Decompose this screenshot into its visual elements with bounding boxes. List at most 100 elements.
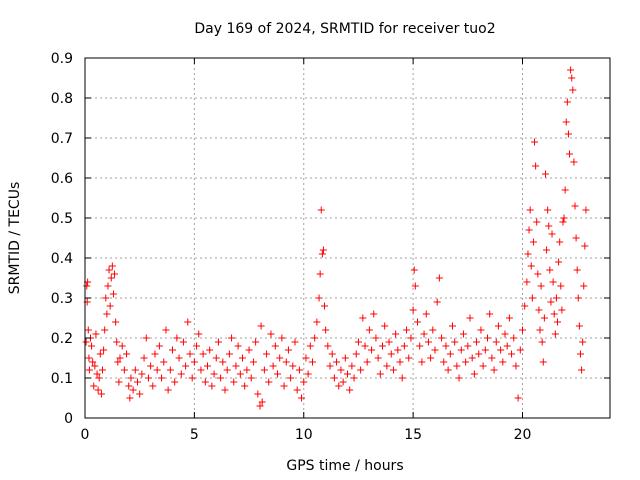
- data-point: [453, 362, 461, 370]
- data-point: [549, 278, 557, 286]
- data-point: [477, 326, 485, 334]
- data-point: [473, 338, 481, 346]
- data-point: [527, 262, 535, 270]
- x-tick-label: 20: [514, 427, 532, 443]
- data-point: [295, 366, 303, 374]
- y-axis-label: SRMTID / TECUs: [7, 182, 23, 295]
- data-point: [300, 378, 308, 386]
- data-point: [120, 366, 128, 374]
- data-point: [212, 354, 220, 362]
- data-point: [438, 334, 446, 342]
- data-point: [348, 362, 356, 370]
- plot-frame: [84, 57, 611, 419]
- data-point: [422, 310, 430, 318]
- data-point: [341, 354, 349, 362]
- data-point: [578, 366, 586, 374]
- data-point: [389, 366, 397, 374]
- data-point: [379, 342, 386, 350]
- data-point: [418, 358, 426, 366]
- axis-ticks: 0 5 10 15 20 0 0.1 0.2 0.3 0.4 0.5 0.6 0.7 0.8 0.9: [51, 51, 610, 443]
- data-point: [162, 326, 170, 334]
- data-point: [318, 250, 326, 258]
- data-point: [525, 226, 533, 234]
- data-point: [558, 306, 566, 314]
- data-point: [267, 330, 275, 338]
- data-point: [271, 342, 279, 350]
- data-point: [433, 298, 441, 306]
- data-point: [470, 370, 478, 378]
- data-point: [254, 390, 262, 398]
- data-point: [311, 334, 319, 342]
- data-point: [234, 342, 242, 350]
- data-point: [573, 266, 581, 274]
- data-point: [449, 322, 456, 330]
- data-point: [214, 338, 222, 346]
- data-points: [82, 66, 590, 410]
- data-point: [219, 358, 227, 366]
- data-point: [537, 282, 545, 290]
- data-point: [108, 262, 116, 270]
- data-point: [523, 278, 531, 286]
- data-point: [396, 358, 404, 366]
- data-point: [546, 266, 554, 274]
- data-point: [579, 338, 587, 346]
- data-point: [572, 234, 580, 242]
- data-point: [287, 374, 295, 382]
- data-point: [521, 302, 529, 310]
- data-point: [149, 382, 157, 390]
- data-point: [136, 390, 144, 398]
- x-tick-label: 5: [190, 427, 199, 443]
- data-point: [228, 334, 236, 342]
- data-point: [575, 322, 583, 330]
- data-point: [85, 354, 93, 362]
- data-point: [293, 386, 301, 394]
- x-tick-label: 15: [404, 427, 422, 443]
- data-point: [206, 346, 214, 354]
- data-point: [420, 330, 428, 338]
- data-point: [363, 358, 371, 366]
- data-point: [195, 330, 203, 338]
- data-point: [561, 186, 569, 194]
- data-point: [512, 362, 520, 370]
- data-point: [90, 382, 98, 390]
- data-point: [368, 346, 376, 354]
- data-point: [107, 274, 115, 282]
- data-point: [554, 318, 561, 326]
- data-point: [131, 366, 139, 374]
- data-point: [92, 330, 100, 338]
- data-point: [481, 346, 489, 354]
- data-point: [566, 150, 574, 158]
- x-tick-label: 10: [295, 427, 313, 443]
- data-point: [85, 366, 93, 374]
- data-point: [370, 310, 378, 318]
- data-point: [372, 334, 380, 342]
- data-point: [335, 382, 343, 390]
- data-point: [210, 370, 218, 378]
- data-point: [197, 366, 205, 374]
- data-point: [317, 206, 325, 214]
- data-point: [142, 334, 150, 342]
- data-point: [400, 342, 408, 350]
- data-point: [580, 282, 588, 290]
- data-point: [350, 374, 358, 382]
- data-point: [326, 362, 334, 370]
- data-point: [252, 338, 260, 346]
- data-point: [298, 394, 306, 402]
- data-point: [99, 366, 106, 374]
- data-point: [543, 246, 551, 254]
- data-point: [304, 370, 312, 378]
- data-point: [392, 330, 400, 338]
- data-point: [409, 306, 417, 314]
- data-point: [221, 386, 229, 394]
- data-point: [414, 318, 421, 326]
- data-point: [533, 218, 541, 226]
- data-point: [560, 214, 568, 222]
- x-tick-label: 0: [81, 427, 90, 443]
- data-point: [468, 354, 476, 362]
- data-point: [118, 342, 126, 350]
- data-point: [551, 330, 559, 338]
- data-point: [538, 338, 546, 346]
- data-point: [541, 170, 549, 178]
- data-point: [581, 242, 589, 250]
- y-tick-label: 0: [64, 411, 73, 427]
